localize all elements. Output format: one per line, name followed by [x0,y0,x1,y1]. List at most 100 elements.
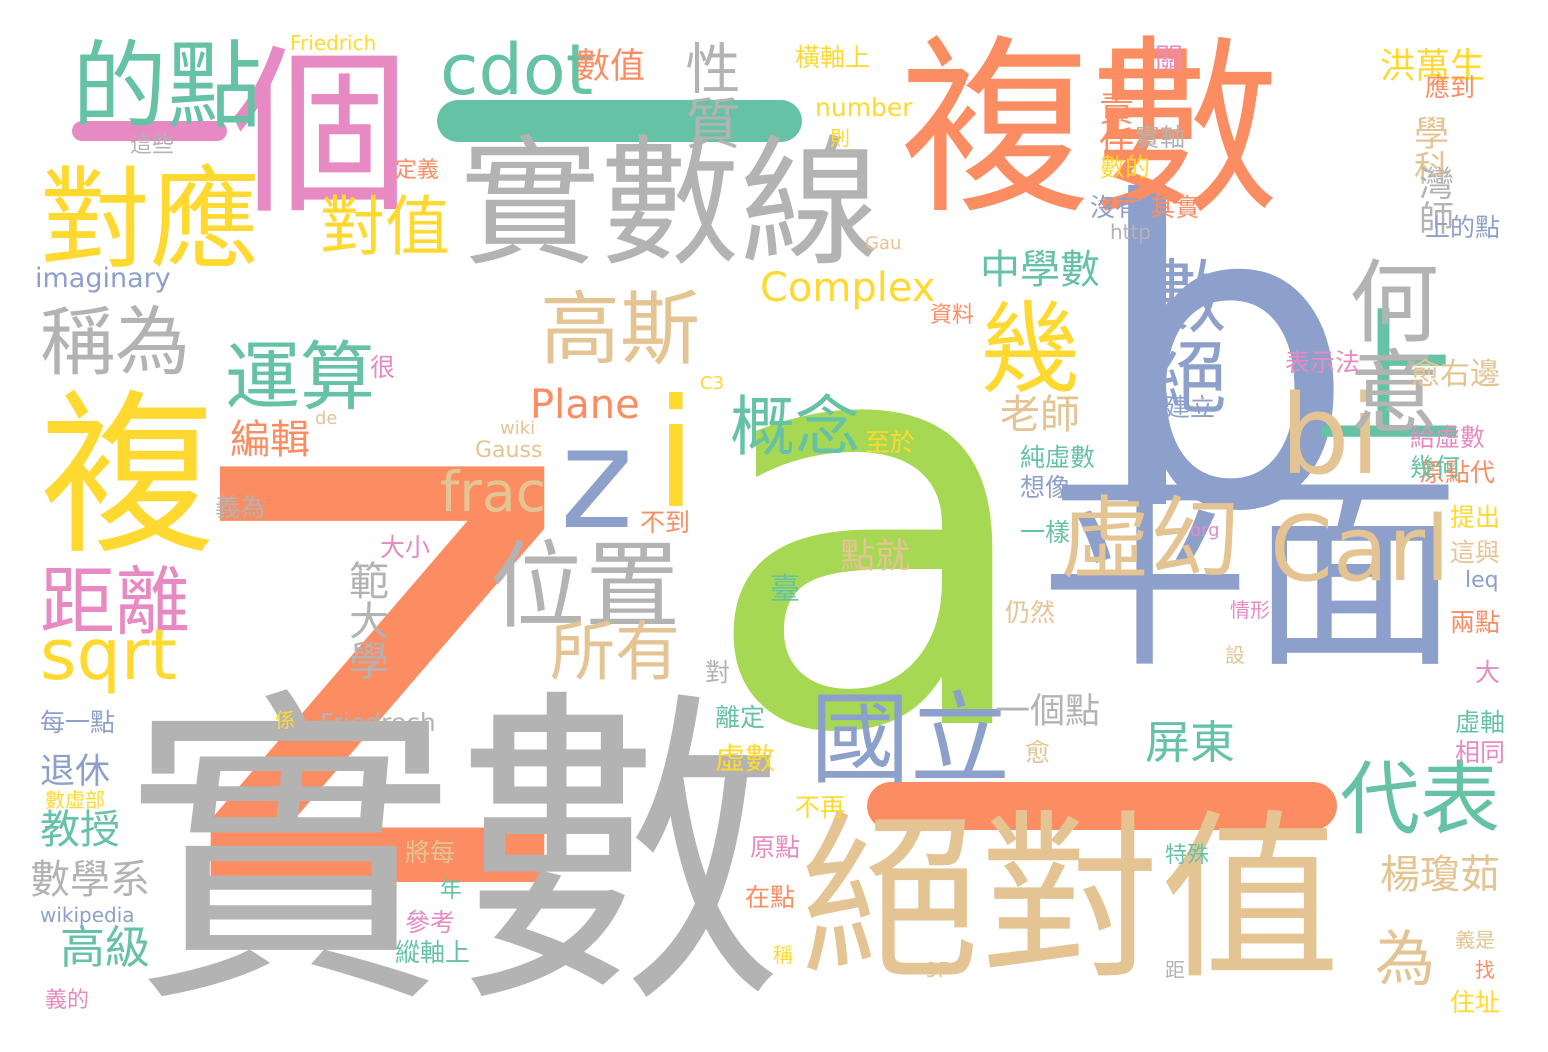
cloud-word: 稱 [773,943,793,967]
cloud-word: 範大學 [342,560,388,680]
cloud-word: 沒有 [1090,193,1141,222]
cloud-word: 資料 [930,303,975,328]
cloud-word: 虛軸 [1455,708,1506,737]
cloud-word: 距離 [40,558,191,646]
cloud-word: imaginary [35,263,171,294]
cloud-word: 設 [1225,643,1245,667]
cloud-word: 特殊 [1165,843,1210,868]
cloud-word: Gau [865,233,902,254]
cloud-word: 臺 [770,572,800,607]
cloud-word: i [655,368,697,542]
cloud-word: 提出 [1450,503,1501,532]
cloud-word: 洪萬生 [1380,47,1486,87]
cloud-word: 數值 [575,47,646,87]
cloud-word: 所有 [550,615,681,690]
cloud-word: Gauss [475,438,543,463]
cloud-word: 數的 [1100,153,1151,182]
cloud-word: 高斯 [540,283,700,376]
cloud-word: 兩點 [1450,608,1501,637]
cloud-word: 位置 [490,532,681,642]
cloud-word: 屏東 [1145,716,1236,769]
cloud-word: 找 [1475,958,1495,982]
cloud-word: 離定 [715,703,766,732]
cloud-word: 學科 [1408,115,1448,185]
cloud-word: 想像 [1020,473,1071,502]
cloud-word: de [315,408,338,429]
cloud-word: 高級 [60,921,151,974]
cloud-word: 運算 [225,333,376,421]
cloud-word: 每一點 [40,708,116,737]
cloud-word: 實數線 [460,123,881,286]
cloud-word: frac [440,460,546,524]
cloud-word: 縱軸上 [395,938,471,967]
cloud-word: 9F [925,958,950,982]
cloud-word: 其實 [1150,193,1201,222]
cloud-word: 距 [1165,958,1185,982]
cloud-word: a [700,204,1044,856]
cloud-word: 係 [275,708,295,732]
cloud-word: wiki [500,418,536,439]
cloud-word: 對應 [40,156,260,284]
cloud-word: 不再 [795,793,846,822]
cloud-word: 原點代 [1420,458,1496,487]
cloud-word: 建立 [1165,393,1216,422]
cloud-word: C3 [700,373,725,394]
cloud-word: 平面 [1040,452,1461,697]
cloud-word: Plane [530,382,640,428]
cloud-word: 愈 [1025,738,1051,767]
cloud-word: 對 [705,658,731,687]
cloud-word: 對值 [320,190,451,265]
cloud-word: 退休 [40,752,111,792]
cloud-word: 概念 [730,390,861,465]
cloud-word: 純虛數 [1020,443,1096,472]
cloud-word: 義為 [215,493,266,522]
cloud-word: 相同 [1455,738,1506,767]
cloud-word: 楊瓊茹 [1380,852,1500,898]
cloud-word: number [815,93,913,122]
cloud-word: 為 [1375,925,1435,995]
cloud-word: 絕對值 [800,795,1341,1004]
cloud-word: 編輯 [230,417,310,463]
cloud-word: 的點 [72,32,263,142]
cloud-word: 應到 [1425,73,1476,102]
cloud-word: 將每 [405,838,456,867]
cloud-word: 國立 [810,681,1010,798]
cloud-word: 情形 [1230,598,1270,622]
cloud-word: 大小 [380,533,431,562]
cloud-word: 複數 [900,19,1281,240]
cloud-word: Friedrech [320,708,436,737]
cloud-word: 幾何 [1410,453,1461,482]
cloud-word: 橫軸上 [795,43,871,72]
cloud-word: 一個點 [995,692,1101,732]
cloud-word: 老師 [1000,392,1080,438]
cloud-word: 稱為 [40,298,191,386]
cloud-word: 個 [230,30,411,239]
cloud-word: 義是 [1455,928,1495,952]
cloud-word: sqrt [40,614,178,696]
cloud-word: 愈右邊 [1410,357,1500,392]
cloud-word: 數絕 [1134,255,1227,415]
cloud-word: z [560,398,634,561]
cloud-word: 給虛數 [1410,423,1486,452]
cloud-word: 幾 [980,291,1080,408]
cloud-word: 虛幻 [1060,487,1240,592]
cloud-word: 灣師 [1413,165,1453,235]
cloud-word: Carl [1270,497,1450,602]
cloud-word: 很 [370,353,396,382]
cloud-word: 關 [1155,42,1184,75]
cloud-word: 數學系 [30,857,150,903]
cloud-word: 則 [830,126,850,150]
cloud-word: 責任 [1093,90,1133,160]
cloud-word: 虛數 [715,742,775,777]
cloud-word: org [1190,520,1220,541]
cloud-word: cdot [440,29,594,111]
cloud-word: leq [1465,568,1499,593]
cloud-word: 上的點 [1425,213,1501,242]
cloud-word: 仍然 [1005,598,1056,627]
cloud-word: 住址 [1450,988,1501,1017]
cloud-word: 實數 [125,663,785,1047]
cloud-word: 定義 [395,158,440,183]
cloud-word: 點就 [840,537,911,577]
dash-glyph [437,100,802,142]
